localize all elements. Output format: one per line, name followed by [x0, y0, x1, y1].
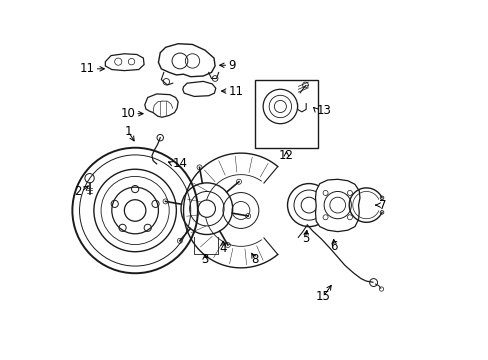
Text: 3: 3	[201, 253, 208, 266]
Text: 15: 15	[315, 290, 330, 303]
Text: 14: 14	[172, 157, 187, 170]
Text: 11: 11	[228, 85, 243, 98]
Polygon shape	[158, 44, 215, 77]
Text: 10: 10	[120, 107, 135, 120]
Circle shape	[301, 197, 316, 213]
Text: 11: 11	[80, 62, 94, 75]
Polygon shape	[105, 54, 144, 71]
Text: 9: 9	[228, 59, 235, 72]
Text: 7: 7	[378, 199, 386, 212]
Polygon shape	[315, 179, 359, 231]
Circle shape	[263, 89, 297, 124]
Bar	[255, 80, 317, 148]
Polygon shape	[183, 81, 215, 96]
Text: 6: 6	[330, 240, 337, 253]
Text: 12: 12	[278, 149, 293, 162]
Circle shape	[198, 200, 215, 217]
Text: 4: 4	[219, 242, 226, 255]
Text: 5: 5	[301, 231, 308, 244]
Text: 2: 2	[74, 185, 81, 198]
Text: 8: 8	[251, 253, 259, 266]
Text: 1: 1	[124, 125, 132, 138]
Text: 13: 13	[316, 104, 330, 117]
Polygon shape	[144, 94, 178, 117]
